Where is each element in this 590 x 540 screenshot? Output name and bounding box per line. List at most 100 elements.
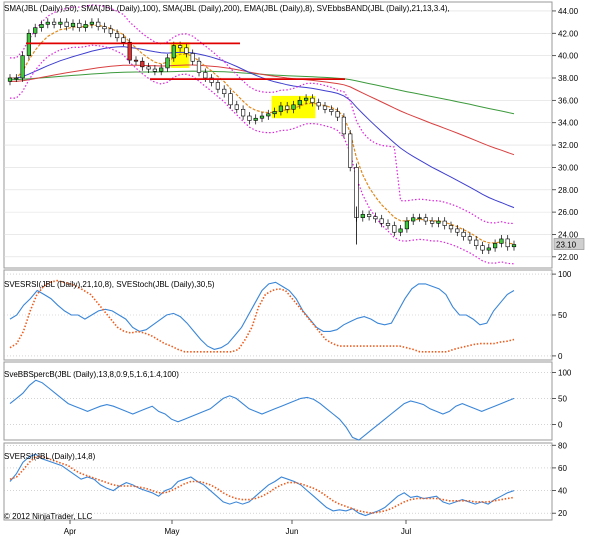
candle: [329, 108, 334, 112]
candle: [70, 22, 76, 27]
candle: [291, 104, 296, 110]
candle: [102, 26, 107, 30]
candle: [436, 220, 441, 224]
candle: [196, 60, 202, 73]
candle: [234, 104, 239, 110]
candle: [310, 97, 315, 103]
candle: [461, 231, 466, 238]
candle: [385, 222, 391, 226]
candle: [14, 77, 19, 80]
candle: [253, 117, 258, 121]
candle: [108, 28, 113, 34]
candle: [159, 67, 164, 72]
oscillator-panel-legend: SVESRSI(JBL (Daily),21,10,8), SVEStoch(J…: [4, 280, 215, 289]
candle: [228, 93, 233, 106]
sma100-line: [10, 64, 515, 156]
candle: [20, 55, 25, 79]
price-tick-label: 44.00: [558, 7, 579, 16]
price-tick-label: 24.00: [558, 230, 579, 239]
month-tick-label: May: [164, 527, 179, 536]
candle: [215, 82, 221, 90]
oscillator-tick-label: 100: [558, 270, 572, 279]
upper-band-line: [10, 4, 515, 225]
candle: [58, 21, 63, 25]
panel-frame-1: [3, 1, 553, 269]
percentb-panel-legend: SveBBSpercB(JBL (Daily),13,8,0.9,5,1.6,1…: [4, 370, 179, 379]
candle: [209, 77, 214, 83]
svebbspercb-line: [9, 379, 515, 441]
candle: [486, 247, 491, 251]
candle: [423, 217, 428, 222]
candle: [152, 68, 158, 72]
candle: [272, 111, 277, 115]
candle: [77, 22, 82, 29]
price-tick-label: 38.00: [558, 74, 579, 83]
candle: [133, 59, 139, 62]
candle: [505, 238, 510, 248]
candle: [303, 97, 309, 101]
price-tick-label: 36.00: [558, 96, 579, 105]
candle: [392, 225, 397, 233]
candle: [178, 45, 183, 49]
candle: [297, 100, 302, 106]
candle: [45, 21, 50, 25]
candle: [121, 37, 126, 43]
candle: [83, 24, 88, 29]
candle: [316, 102, 321, 107]
candle: [115, 32, 120, 39]
svrsi-signal-line: [9, 455, 515, 515]
oscillator-tick-label: 80: [558, 441, 567, 450]
oscillator-tick-label: 50: [558, 311, 567, 320]
candle: [266, 113, 271, 117]
candle: [171, 45, 176, 59]
oscillator-tick-label: 60: [558, 464, 567, 473]
svesrsi-line: [9, 281, 515, 350]
candle: [140, 60, 145, 68]
candle: [322, 105, 328, 110]
price-tick-label: 32.00: [558, 141, 579, 150]
panel-frame-3: [3, 361, 553, 441]
price-tick-label: 30.00: [558, 163, 579, 172]
candle: [184, 47, 189, 54]
candle: [442, 220, 447, 226]
candle: [259, 115, 265, 119]
candle: [379, 218, 384, 224]
lower-band-line: [10, 44, 515, 265]
price-tick-label: 22.00: [558, 253, 579, 262]
candle: [222, 88, 227, 94]
candle: [398, 228, 403, 233]
last-price-label: 23.10: [556, 241, 577, 250]
candle: [404, 220, 410, 230]
sma50-line: [10, 46, 515, 209]
month-tick-label: Apr: [64, 527, 77, 536]
candle: [499, 238, 504, 244]
copyright-text: © 2012 NinjaTrader, LLC: [4, 512, 93, 521]
candle: [89, 21, 94, 25]
price-tick-label: 28.00: [558, 186, 579, 195]
candle: [64, 21, 69, 27]
candle: [247, 115, 252, 121]
svrsi-line: [9, 453, 515, 517]
price-panel-legend: SMA(JBL (Daily),50), SMA(JBL (Daily),100…: [4, 4, 450, 13]
oscillator-tick-label: 100: [558, 368, 572, 377]
candle: [165, 57, 170, 69]
ema8-line: [10, 24, 515, 245]
month-tick-label: Jun: [286, 527, 299, 536]
last-price-box: [553, 238, 585, 250]
candle: [348, 133, 353, 168]
candle: [360, 214, 365, 219]
price-tick-label: 42.00: [558, 29, 579, 38]
oscillator-tick-label: 50: [558, 394, 567, 403]
candle: [455, 228, 460, 233]
candle: [278, 105, 284, 112]
candle: [511, 244, 517, 248]
candle: [33, 27, 38, 34]
candle: [335, 111, 340, 118]
candle: [366, 214, 372, 217]
candle: [190, 53, 195, 62]
candle: [127, 41, 132, 61]
candle: [7, 77, 13, 82]
candle: [411, 217, 416, 222]
